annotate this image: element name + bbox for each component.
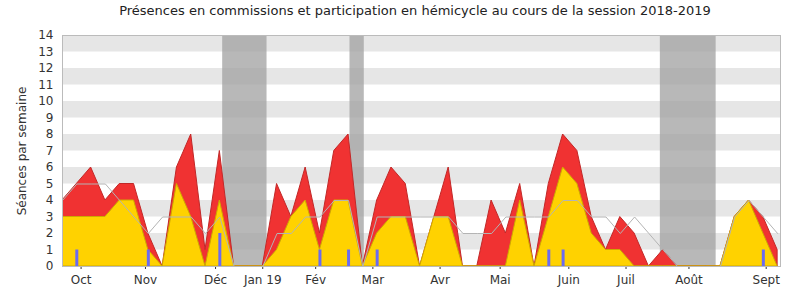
svg-text:14: 14: [38, 28, 53, 42]
svg-text:Séances par semaine: Séances par semaine: [15, 87, 29, 216]
svg-text:Oct: Oct: [71, 273, 92, 287]
svg-text:13: 13: [38, 45, 53, 59]
svg-text:Juin: Juin: [557, 273, 580, 287]
svg-text:8: 8: [46, 127, 54, 141]
svg-text:3: 3: [46, 210, 54, 224]
svg-text:Juil: Juil: [616, 273, 635, 287]
svg-text:Mar: Mar: [362, 273, 385, 287]
svg-text:9: 9: [46, 111, 54, 125]
svg-text:11: 11: [38, 78, 53, 92]
svg-text:0: 0: [46, 259, 54, 273]
svg-text:Sept: Sept: [753, 273, 781, 287]
svg-text:6: 6: [46, 160, 54, 174]
svg-text:Avr: Avr: [430, 273, 450, 287]
html-text:Présences en commissions et pa: Présences en commissions et participatio…: [119, 3, 711, 18]
svg-text:Nov: Nov: [134, 273, 157, 287]
svg-text:Déc: Déc: [204, 273, 227, 287]
svg-text:Août: Août: [675, 273, 703, 287]
svg-text:4: 4: [46, 193, 54, 207]
svg-text:Fév: Fév: [305, 273, 326, 287]
svg-text:10: 10: [38, 94, 53, 108]
svg-text:5: 5: [46, 177, 54, 191]
svg-text:Jan 19: Jan 19: [243, 273, 282, 287]
svg-text:1: 1: [46, 243, 54, 257]
svg-text:12: 12: [38, 61, 53, 75]
svg-text:2: 2: [46, 226, 54, 240]
svg-text:Mai: Mai: [490, 273, 511, 287]
svg-text:7: 7: [46, 144, 54, 158]
